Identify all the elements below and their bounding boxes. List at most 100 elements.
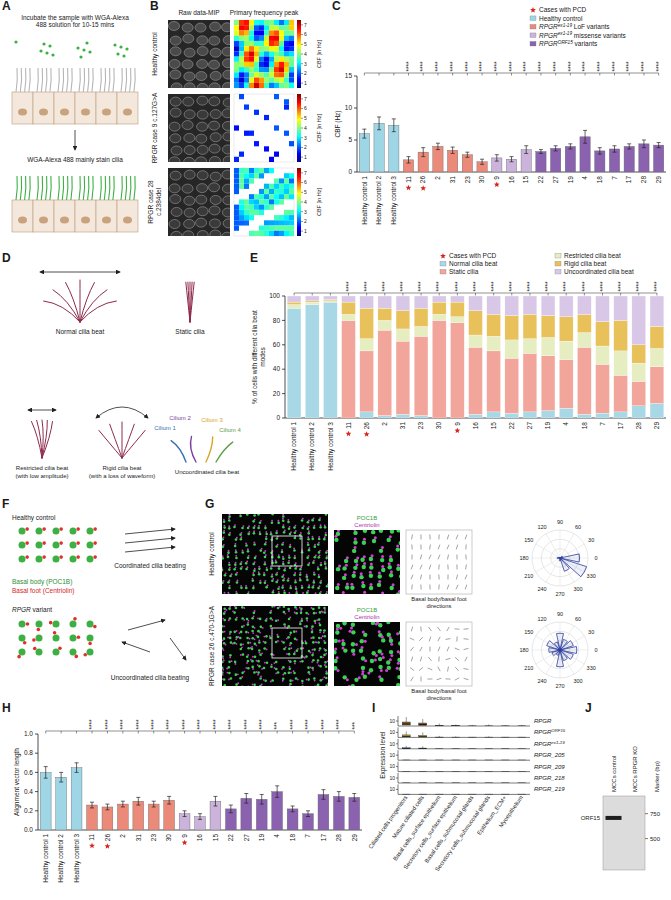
bar — [241, 798, 252, 830]
frequency-cell — [284, 83, 289, 88]
poc1b-dot — [306, 556, 309, 559]
y-tick-label: 10 — [389, 718, 395, 724]
poc1b-dot — [275, 545, 278, 548]
frequency-cell — [259, 67, 264, 72]
label-suffix: missense variants — [572, 32, 627, 39]
whisker — [422, 719, 423, 723]
frequency-cell — [254, 83, 259, 88]
cilium — [79, 176, 80, 200]
wga-dot — [51, 53, 54, 56]
x-tick-label: 31 — [399, 422, 406, 430]
poc1b-dot — [229, 631, 232, 634]
sig-tick — [323, 731, 324, 734]
centriolin-dot — [353, 571, 356, 574]
plot-area — [334, 530, 400, 594]
basal-body — [87, 649, 94, 656]
median — [402, 771, 410, 772]
direction-line — [411, 585, 413, 590]
frequency-cell — [254, 141, 259, 146]
centriolin-dot — [240, 585, 242, 587]
centriolin-dot — [389, 535, 392, 538]
poc1b-dot — [222, 625, 224, 628]
poc1b-dot — [293, 557, 296, 560]
frequency-cell — [264, 231, 269, 236]
error-bar — [230, 805, 231, 813]
frequency-cell — [249, 20, 254, 25]
poc1b-dot — [381, 568, 385, 572]
label-sup: ex1-19 — [558, 23, 573, 28]
frequency-cell — [284, 36, 289, 41]
frequency-cell — [249, 83, 254, 88]
poc1b-dot — [313, 545, 316, 548]
frequency-cell — [259, 231, 264, 236]
error-cap — [75, 762, 79, 763]
bar — [40, 772, 51, 830]
stain-label: POC1B — [357, 515, 377, 521]
frequency-cell — [264, 83, 269, 88]
frequency-cell — [274, 72, 279, 77]
frequency-cell — [239, 41, 244, 46]
y-axis — [285, 296, 286, 418]
poc1b-dot — [342, 566, 346, 570]
frequency-cell — [289, 231, 294, 236]
poc1b-dot — [299, 537, 302, 540]
bar-segment — [396, 296, 410, 311]
bar — [359, 134, 369, 172]
cilium — [37, 68, 38, 92]
centriolin-dot — [288, 578, 290, 580]
frequency-cell — [269, 20, 274, 25]
cilium — [109, 68, 110, 92]
cell-outline — [209, 83, 220, 88]
cell-outline — [182, 60, 193, 69]
centriolin-dot — [308, 555, 310, 557]
poc1b-dot — [396, 547, 400, 551]
centriolin-dot — [307, 536, 309, 538]
bar-segment — [287, 302, 301, 304]
centriolin-dot — [276, 530, 278, 532]
bar-segment — [360, 412, 374, 418]
sig-tick — [277, 731, 278, 734]
sig-tick — [292, 731, 293, 734]
basal-foot — [93, 555, 97, 559]
direction-line — [465, 545, 466, 550]
x-axis — [398, 748, 530, 749]
centriolin-dot — [307, 590, 309, 592]
y-tick — [396, 743, 398, 744]
cilium — [188, 282, 190, 322]
poc1b-dot — [335, 586, 339, 590]
frequency-cell — [234, 184, 239, 189]
label-suffix: LoF variants — [572, 23, 610, 30]
frequency-cell — [269, 78, 274, 83]
cilium — [134, 176, 135, 200]
cilium — [20, 176, 21, 200]
bar-segment — [487, 336, 501, 351]
centriolin-dot — [278, 591, 280, 593]
frequency-cell — [264, 62, 269, 67]
centriolin-dot — [265, 541, 267, 543]
cell-outline — [196, 218, 207, 227]
colorbar-tick-label: 5 — [304, 189, 307, 195]
cilium — [80, 283, 94, 323]
colorbar-tick — [301, 221, 303, 222]
poc1b-dot — [265, 538, 268, 541]
raw-image — [168, 168, 230, 236]
frequency-cell — [239, 20, 244, 25]
centriolin-dot — [346, 556, 349, 559]
centriolin-dot — [381, 592, 384, 594]
sig-tick — [570, 73, 571, 76]
frequency-cell — [289, 141, 294, 146]
poc1b-dot — [301, 594, 304, 595]
cell-outline — [197, 145, 208, 154]
colorbar-tick-label: 1 — [304, 80, 307, 86]
significance: **** — [381, 281, 388, 292]
frequency-cell — [289, 51, 294, 56]
frequency-cell — [279, 194, 284, 199]
poc1b-dot — [259, 533, 262, 536]
frequency-cell — [284, 78, 289, 83]
frequency-cell — [264, 115, 269, 120]
poc1b-dot — [306, 575, 309, 578]
frequency-cell — [269, 205, 274, 210]
poc1b-dot — [379, 549, 383, 553]
text-line: Healthy control — [208, 532, 216, 576]
cilium — [71, 176, 72, 200]
